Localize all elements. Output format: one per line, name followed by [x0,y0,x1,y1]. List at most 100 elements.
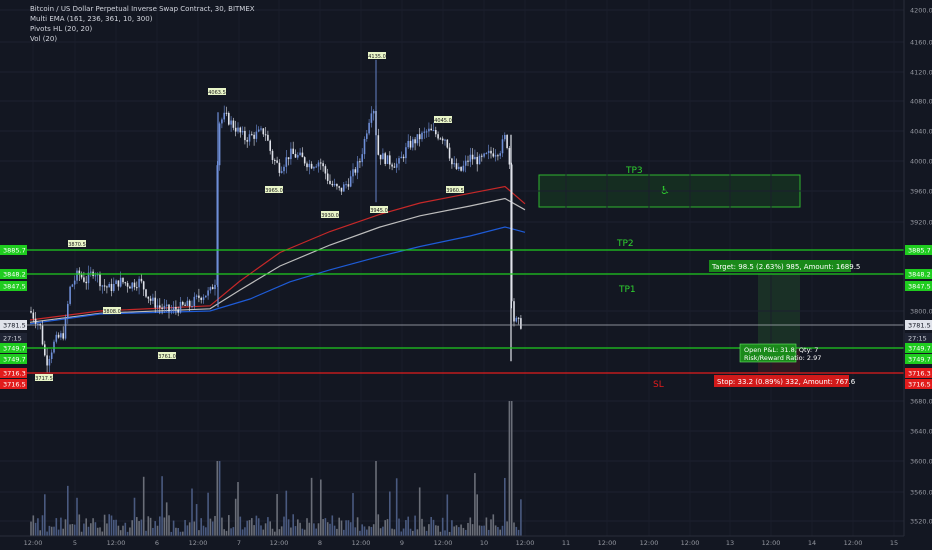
volume-bar [64,519,67,536]
candle-body [326,173,329,181]
candle-body [400,156,403,159]
volume-bar [368,526,370,536]
candle-body [122,277,124,283]
candle-body [333,184,336,186]
candle-body [485,153,488,155]
volume-bar [329,523,331,536]
target-label-box[interactable] [709,260,851,272]
pnl-label-box[interactable] [739,343,797,363]
volume-bar [345,520,347,536]
volume-bar [297,519,299,536]
volume-bar [85,518,87,536]
pivot-label-value: 4135.0 [368,54,386,60]
candle-body [382,153,384,160]
volume-bar [497,527,499,536]
volume-bar [136,517,138,536]
candle-body [264,134,267,136]
time-tick-label: 13 [726,539,734,547]
volume-bar [145,530,147,536]
left-badge-box [0,281,27,291]
candle-body [368,122,370,134]
candle-body [340,187,343,192]
candle-body [331,183,334,186]
volume-bar [69,524,71,536]
candle-body [310,163,313,169]
candle-body [200,297,202,300]
time-tick-label: 12:00 [24,539,43,547]
candle-body [285,157,288,167]
volume-bar [278,529,281,536]
candle-body [140,278,143,282]
volume-bar [216,461,219,536]
candle-body [469,154,472,162]
volume-bar [67,485,69,536]
volume-bar [205,527,207,536]
candle-body [458,166,460,169]
volume-bar [170,531,173,536]
price-badge-value: 3847.5 [908,283,931,291]
volume-bar [467,522,469,536]
candle-body [244,130,246,141]
volume-bar [478,525,481,536]
candle-body [492,153,495,157]
chart-legend: Bitcoin / US Dollar Perpetual Inverse Sw… [30,4,255,44]
candle-body [94,275,97,277]
price-badge-value: 27:15 [908,335,927,343]
volume-bar [428,524,430,536]
volume-bar [361,524,363,536]
price-badge-value: 3781.5 [908,322,931,330]
left-badge-value: 3716.3 [3,370,26,378]
volume-bar [239,516,242,536]
volume-bar [113,519,115,536]
left-badge-value: 3885.7 [3,247,26,255]
time-tick-label: 12:00 [844,539,863,547]
left-badge-box [0,343,27,353]
volume-bar [458,527,460,536]
indicator-multi-ema[interactable]: Multi EMA (161, 236, 361, 10, 300) [30,15,153,23]
candle-body [476,156,478,165]
volume-bar [30,521,32,536]
volume-bar [218,461,221,536]
volume-bar [444,530,446,536]
candle-body [366,133,368,139]
candle-body [494,155,497,157]
stop-label-box[interactable] [714,375,849,387]
candle-body [389,155,391,165]
candle-body [313,167,315,169]
candle-body [299,152,301,156]
volume-bar [407,516,409,536]
time-axis[interactable]: 12:00 5 12:00 6 12:00 7 12:00 8 12:00 9 12:00 10 12:… [24,539,899,547]
volume-bar [195,504,198,536]
volume-bar [416,529,419,536]
candle-body [301,152,304,158]
volume-bar [96,527,99,536]
volume-bar [455,525,458,536]
volume-bar [306,518,308,536]
pivot-label-box [158,352,176,359]
volume-bar [108,514,110,536]
volume-bar [57,529,60,536]
price-tick-label: 4200.0 [910,7,932,15]
volume-bar [441,517,444,536]
volume-bar [90,523,92,536]
volume-bar [142,476,145,536]
indicator-volume[interactable]: Vol (20) [30,35,58,43]
symbol-title[interactable]: Bitcoin / US Dollar Perpetual Inverse Sw… [30,5,255,13]
left-price-badges: 3885.7 3848.2 3847.5 3781.5 27:15 3749.7 3749.… [0,245,27,389]
volume-bar [285,490,288,536]
volume-bar [172,520,175,536]
volume-bar [412,530,414,536]
indicator-pivots[interactable]: Pivots HL (20, 20) [30,25,93,33]
candle-body [186,300,189,306]
volume-bar [393,529,396,536]
price-axis[interactable]: 4200.0 4160.0 4120.0 4080.0 4040.0 4000.0 3960… [910,7,932,526]
volume-bar [32,515,35,536]
candle-body [418,134,421,140]
volume-bar [448,531,451,536]
volume-bar [352,493,354,536]
candle-body [322,163,324,167]
candle-body [34,318,37,324]
candle-body [255,131,258,139]
price-badge-box [905,343,932,353]
